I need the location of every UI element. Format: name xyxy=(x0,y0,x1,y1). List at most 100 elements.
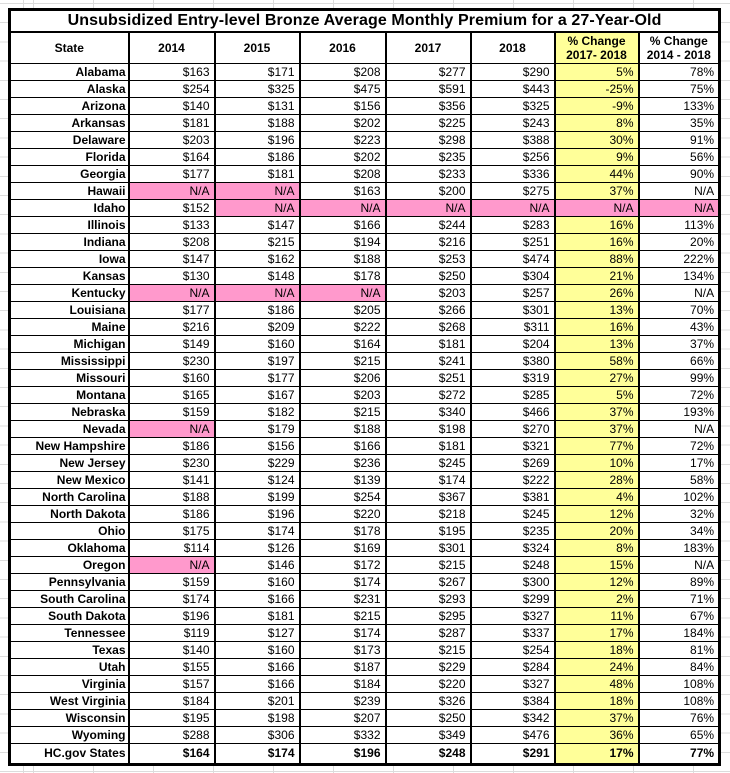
table-row: North Dakota $186 $196 $220 $218 $245 12% 32% xyxy=(8,505,721,523)
value-cell: $166 xyxy=(298,216,387,234)
value-cell: $162 xyxy=(213,250,301,268)
value-cell: N/A xyxy=(127,182,216,200)
value-cell: 44% xyxy=(553,165,640,183)
value-cell: $196 xyxy=(298,743,387,765)
value-cell: $140 xyxy=(127,97,216,115)
table-row: Tennessee $119 $127 $174 $287 $337 17% 184% xyxy=(8,624,721,642)
value-cell: $140 xyxy=(127,641,216,659)
value-cell: $476 xyxy=(469,726,556,744)
table-row: Arizona $140 $131 $156 $356 $325 -9% 133% xyxy=(8,97,721,115)
value-cell: 37% xyxy=(553,709,640,727)
value-cell: $248 xyxy=(384,743,472,765)
value-cell: $165 xyxy=(127,386,216,404)
value-cell: $220 xyxy=(384,675,472,693)
value-cell: $267 xyxy=(384,573,472,591)
value-cell: $174 xyxy=(127,590,216,608)
value-cell: $148 xyxy=(213,267,301,285)
value-cell: $301 xyxy=(469,301,556,319)
value-cell: $466 xyxy=(469,403,556,421)
value-cell: 36% xyxy=(553,726,640,744)
value-cell: 37% xyxy=(553,420,640,438)
value-cell: $332 xyxy=(298,726,387,744)
table-row: Nebraska $159 $182 $215 $340 $466 37% 193% xyxy=(8,403,721,421)
value-cell: $231 xyxy=(298,590,387,608)
value-cell: $174 xyxy=(298,573,387,591)
value-cell: $251 xyxy=(384,369,472,387)
value-cell: $283 xyxy=(469,216,556,234)
value-cell: $218 xyxy=(384,505,472,523)
state-cell: South Dakota xyxy=(8,607,130,625)
value-cell: 15% xyxy=(553,556,640,574)
table-row: Wyoming $288 $306 $332 $349 $476 36% 65% xyxy=(8,726,721,744)
value-cell: $164 xyxy=(298,335,387,353)
value-cell: $342 xyxy=(469,709,556,727)
value-cell: N/A xyxy=(637,420,721,438)
state-cell: Iowa xyxy=(8,250,130,268)
value-cell: 17% xyxy=(553,743,640,765)
value-cell: $208 xyxy=(298,165,387,183)
value-cell: $157 xyxy=(127,675,216,693)
value-cell: $203 xyxy=(298,386,387,404)
value-cell: $164 xyxy=(127,743,216,765)
value-cell: $277 xyxy=(384,63,472,81)
column-header-pct-change-2017-2018: % Change 2017- 2018 xyxy=(553,31,640,64)
state-cell: Mississippi xyxy=(8,352,130,370)
table-row: Hawaii N/A N/A $163 $200 $275 37% N/A xyxy=(8,182,721,200)
state-cell: Kansas xyxy=(8,267,130,285)
value-cell: $306 xyxy=(213,726,301,744)
value-cell: $381 xyxy=(469,488,556,506)
value-cell: $215 xyxy=(384,641,472,659)
value-cell: 35% xyxy=(637,114,721,132)
value-cell: $194 xyxy=(298,233,387,251)
table-row: Idaho $152 N/A N/A N/A N/A N/A N/A xyxy=(8,199,721,217)
value-cell: $321 xyxy=(469,437,556,455)
value-cell: $311 xyxy=(469,318,556,336)
table-row: Mississippi $230 $197 $215 $241 $380 58% 66% xyxy=(8,352,721,370)
value-cell: $177 xyxy=(213,369,301,387)
column-header-2017: 2017 xyxy=(384,31,472,64)
state-cell: Missouri xyxy=(8,369,130,387)
column-header-pct-change-2014-2018: % Change 2014 - 2018 xyxy=(637,31,721,64)
value-cell: $173 xyxy=(298,641,387,659)
value-cell: $229 xyxy=(213,454,301,472)
table-row: Pennsylvania $159 $160 $174 $267 $300 12% 89% xyxy=(8,573,721,591)
value-cell: $251 xyxy=(469,233,556,251)
value-cell: $203 xyxy=(127,131,216,149)
value-cell: 108% xyxy=(637,692,721,710)
value-cell: $266 xyxy=(384,301,472,319)
value-cell: 30% xyxy=(553,131,640,149)
value-cell: $474 xyxy=(469,250,556,268)
value-cell: $131 xyxy=(213,97,301,115)
value-cell: $199 xyxy=(213,488,301,506)
value-cell: 27% xyxy=(553,369,640,387)
value-cell: $156 xyxy=(298,97,387,115)
value-cell: 71% xyxy=(637,590,721,608)
value-cell: 34% xyxy=(637,522,721,540)
value-cell: $141 xyxy=(127,471,216,489)
value-cell: 18% xyxy=(553,692,640,710)
value-cell: $327 xyxy=(469,675,556,693)
value-cell: $160 xyxy=(213,335,301,353)
state-cell: Wyoming xyxy=(8,726,130,744)
table-row: North Carolina $188 $199 $254 $367 $381 4% 102% xyxy=(8,488,721,506)
value-cell: $174 xyxy=(384,471,472,489)
state-cell: New Mexico xyxy=(8,471,130,489)
value-cell: $304 xyxy=(469,267,556,285)
value-cell: $195 xyxy=(127,709,216,727)
value-cell: $325 xyxy=(469,97,556,115)
value-cell: $177 xyxy=(127,165,216,183)
column-header-2018: 2018 xyxy=(469,31,556,64)
table-title: Unsubsidized Entry-level Bronze Average … xyxy=(8,9,721,33)
value-cell: $130 xyxy=(127,267,216,285)
value-cell: $169 xyxy=(298,539,387,557)
state-cell: South Carolina xyxy=(8,590,130,608)
value-cell: $163 xyxy=(298,182,387,200)
value-cell: 37% xyxy=(553,182,640,200)
value-cell: $235 xyxy=(469,522,556,540)
state-cell: Texas xyxy=(8,641,130,659)
table-row: Florida $164 $186 $202 $235 $256 9% 56% xyxy=(8,148,721,166)
value-cell: 13% xyxy=(553,335,640,353)
value-cell: 32% xyxy=(637,505,721,523)
table-row: Virginia $157 $166 $184 $220 $327 48% 108% xyxy=(8,675,721,693)
value-cell: 56% xyxy=(637,148,721,166)
